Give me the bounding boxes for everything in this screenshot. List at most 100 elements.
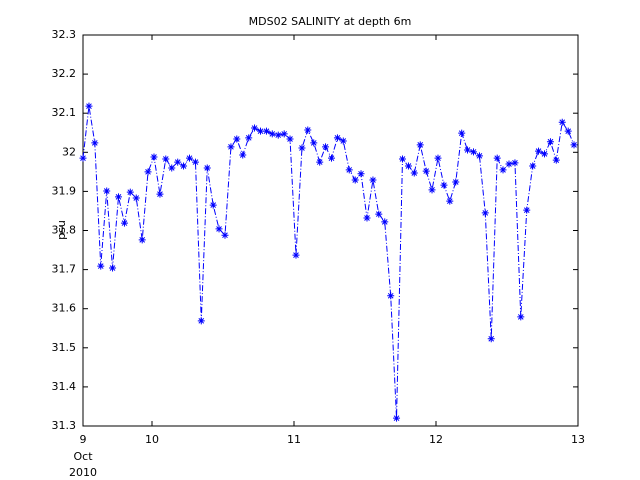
series-line: [82, 106, 575, 419]
axes-box: [82, 34, 579, 427]
data-point: [132, 194, 140, 202]
x-tick-label: 13: [571, 433, 585, 446]
data-point: [245, 134, 253, 142]
x-tick-label: 12: [429, 433, 443, 446]
data-point: [203, 164, 211, 172]
data-point: [535, 147, 543, 155]
data-point: [487, 335, 495, 343]
data-point: [475, 152, 483, 160]
data-point: [120, 219, 128, 227]
data-point: [174, 158, 182, 166]
data-point: [452, 178, 460, 186]
data-point: [398, 155, 406, 163]
data-point: [428, 186, 436, 194]
data-point: [91, 139, 99, 147]
data-point: [191, 158, 199, 166]
data-point: [345, 166, 353, 174]
data-point: [404, 162, 412, 170]
y-tick-label: 32.2: [52, 67, 77, 80]
data-point: [221, 231, 229, 239]
y-tick-label: 32.3: [52, 28, 77, 41]
data-point: [298, 144, 306, 152]
data-point: [570, 141, 578, 149]
y-tick-label: 32.1: [52, 106, 77, 119]
data-point: [387, 292, 395, 300]
y-tick-label: 31.5: [52, 341, 77, 354]
data-point: [434, 154, 442, 162]
data-point: [280, 130, 288, 138]
data-point: [310, 139, 318, 147]
data-point: [322, 143, 330, 151]
data-point: [156, 190, 164, 198]
data-point: [209, 201, 217, 209]
data-point: [327, 154, 335, 162]
data-point: [316, 158, 324, 166]
data-point: [304, 126, 312, 134]
data-point: [511, 159, 519, 167]
data-point: [256, 127, 264, 135]
data-point: [464, 146, 472, 154]
chart-title: MDS02 SALINITY at depth 6m: [249, 15, 412, 28]
data-point: [180, 162, 188, 170]
data-point: [351, 176, 359, 184]
data-point: [114, 193, 122, 201]
y-tick-label: 31.3: [52, 419, 77, 432]
data-point: [292, 251, 300, 259]
data-point: [197, 317, 205, 325]
data-point: [79, 154, 87, 162]
data-point: [85, 102, 93, 110]
data-point: [469, 148, 477, 156]
data-point: [97, 262, 105, 270]
data-point: [529, 162, 537, 170]
data-point: [564, 127, 572, 135]
y-tick-label: 31.9: [52, 184, 77, 197]
data-point: [540, 150, 548, 158]
data-point: [493, 154, 501, 162]
data-point: [339, 137, 347, 145]
data-point: [499, 166, 507, 174]
data-point: [215, 225, 223, 233]
data-point: [546, 138, 554, 146]
data-point: [481, 209, 489, 217]
data-point: [144, 168, 152, 176]
data-point: [369, 176, 377, 184]
x-tick-label: 10: [145, 433, 159, 446]
data-point: [239, 151, 247, 159]
x-tick-sublabel: 2010: [69, 466, 97, 479]
data-point: [416, 141, 424, 149]
x-tick-label: 9: [80, 433, 87, 446]
data-point: [138, 236, 146, 244]
data-point: [523, 206, 531, 214]
data-point: [185, 154, 193, 162]
data-point: [422, 167, 430, 175]
y-tick-label: 31.7: [52, 263, 77, 276]
data-point: [162, 155, 170, 163]
data-point: [552, 156, 560, 164]
data-point: [558, 118, 566, 126]
data-point: [393, 414, 401, 422]
data-point: [517, 313, 525, 321]
data-point: [268, 130, 276, 138]
data-point: [505, 160, 513, 168]
y-tick-label: 31.8: [52, 224, 77, 237]
y-tick-label: 31.6: [52, 302, 77, 315]
x-tick-sublabel: Oct: [73, 450, 93, 463]
data-point: [446, 197, 454, 205]
data-point: [251, 124, 259, 132]
data-point: [440, 181, 448, 189]
data-point: [458, 129, 466, 137]
data-point: [375, 210, 383, 218]
x-tick-label: 11: [287, 433, 301, 446]
data-point: [168, 164, 176, 172]
data-point: [233, 135, 241, 143]
y-axis-label: psu: [55, 220, 68, 240]
data-point: [109, 264, 117, 272]
data-point: [150, 153, 158, 161]
data-point: [274, 131, 282, 139]
data-point: [262, 127, 270, 135]
data-point: [286, 135, 294, 143]
data-point: [410, 169, 418, 177]
data-point: [357, 170, 365, 178]
data-point: [103, 187, 111, 195]
